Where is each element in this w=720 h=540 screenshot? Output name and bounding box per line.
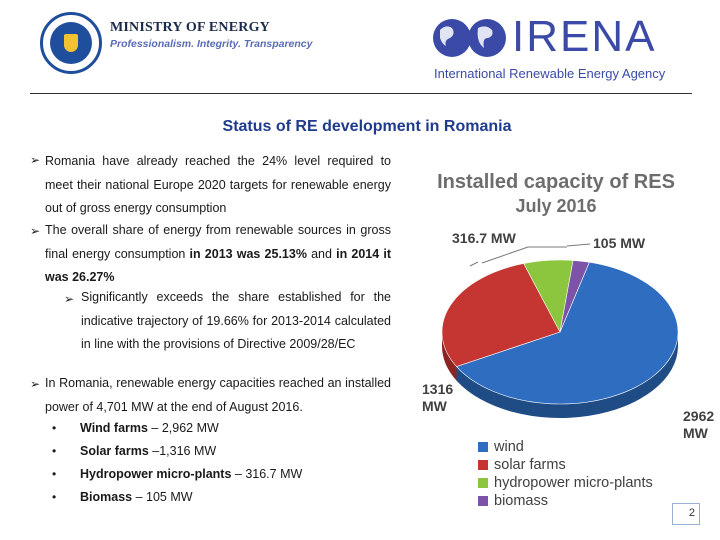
irena-full-name: International Renewable Energy Agency (434, 66, 666, 81)
capacity-list: • Wind farms – 2,962 MW • Solar farms –1,3… (52, 417, 302, 509)
legend-swatch (478, 460, 488, 470)
legend-swatch (478, 478, 488, 488)
pie-slice-solar-side (442, 332, 457, 381)
sub-bullet-arrow-icon: ➢ (64, 292, 75, 306)
legend-swatch (478, 442, 488, 452)
legend-item-biomass: biomass (478, 492, 653, 510)
data-label-hydro: 316.7 MW (452, 230, 516, 246)
ministry-tagline: Professionalism. Integrity. Transparency (110, 38, 313, 50)
data-label-wind: 2962 MW (683, 408, 715, 441)
list-item: • Wind farms – 2,962 MW (52, 421, 219, 435)
header-divider (30, 93, 692, 94)
chart-legend: wind solar farms hydropower micro-plants… (478, 438, 653, 510)
legend-item-solar: solar farms (478, 456, 653, 474)
legend-item-wind: wind (478, 438, 653, 456)
chart-subtitle: July 2016 (515, 196, 597, 216)
slide-title: Status of RE development in Romania (222, 118, 512, 135)
pie-slice-biomass (559, 260, 590, 333)
pie-slice-wind (455, 261, 679, 405)
legend-item-hydro: hydropower micro-plants (478, 474, 653, 492)
list-item: • Solar farms –1,316 MW (52, 444, 217, 458)
pie-chart (441, 259, 679, 418)
ministry-name: MINISTRY OF ENERGY (110, 20, 270, 35)
bullet-1: Romania have already reached the 24% lev… (45, 154, 391, 215)
bullet-2: The overall share of energy from renewab… (45, 223, 391, 284)
bullet-3: In Romania, renewable energy capacities … (45, 376, 391, 414)
bullet-arrow-icon: ➢ (30, 377, 41, 391)
page-number: 2 (672, 503, 700, 525)
bullet-arrow-icon: ➢ (30, 153, 41, 167)
ministry-seal-logo (40, 12, 102, 74)
data-label-solar: 1316 MW (422, 381, 454, 414)
chart-title: Installed capacity of RES (437, 171, 675, 193)
legend-swatch (478, 496, 488, 506)
irena-globe-icon (433, 19, 506, 57)
data-label-biomass: 105 MW (593, 235, 646, 251)
list-item: • Hydropower micro-plants – 316.7 MW (52, 467, 303, 481)
coat-of-arms-icon (64, 34, 78, 52)
sub-bullet: Significantly exceeds the share establis… (81, 290, 391, 351)
pie-slice-wind-side (456, 332, 678, 418)
irena-name: IRENA (512, 12, 657, 61)
pie-slice-solar (441, 263, 561, 367)
list-item: • Biomass – 105 MW (52, 490, 193, 504)
bullet-arrow-icon: ➢ (30, 224, 41, 238)
